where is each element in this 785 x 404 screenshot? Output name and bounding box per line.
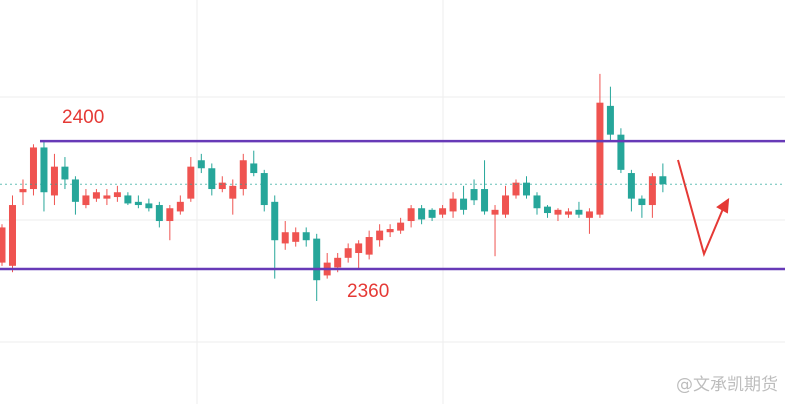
candle-body (92, 192, 100, 199)
candle-body (502, 195, 510, 215)
candle-body (407, 208, 415, 222)
candle-body (0, 227, 6, 263)
candle-body (355, 243, 363, 254)
candle-body (155, 205, 163, 222)
candle-body (50, 166, 58, 196)
candle-body (292, 232, 300, 242)
candle-body (564, 211, 572, 215)
candle-body (575, 209, 583, 215)
candle-body (134, 201, 142, 206)
level-label: 2360 (347, 281, 389, 302)
candle-body (585, 211, 593, 218)
candle-body (82, 195, 90, 206)
candle-body (176, 201, 184, 212)
candle-body (344, 248, 352, 258)
candle-body (460, 198, 468, 210)
candle-body (124, 195, 132, 204)
candle-body (113, 192, 121, 198)
candle-body (239, 160, 247, 190)
candle-body (449, 198, 457, 212)
candle-body (61, 166, 69, 180)
candle-body (313, 238, 321, 281)
candle-body (627, 173, 635, 199)
candle-body (281, 232, 289, 244)
candle-body (512, 182, 520, 196)
candle-body (397, 222, 405, 231)
candle-body (145, 203, 153, 209)
candle-body (617, 134, 625, 170)
candle-body (554, 209, 562, 215)
candle-body (596, 102, 604, 215)
candle-body (250, 163, 258, 174)
candle-body (103, 195, 111, 199)
candle-body (271, 201, 279, 241)
candle-body (365, 237, 373, 255)
candle-body (208, 168, 216, 190)
candle-body (648, 176, 656, 206)
watermark: @文承凯期货 (676, 375, 778, 395)
level-label: 2400 (62, 107, 104, 128)
candle-body (8, 205, 16, 266)
candle-body (638, 198, 646, 206)
candle-body (29, 147, 37, 190)
candle-body (523, 182, 530, 196)
candle-body (166, 208, 174, 222)
candle-body (418, 208, 426, 220)
candle-body (302, 232, 310, 241)
candle-body (334, 257, 342, 268)
candle-body (187, 166, 195, 199)
candle-body (481, 189, 489, 212)
candle-body (71, 179, 79, 202)
arrow-path (677, 159, 726, 258)
candle-body (229, 185, 237, 199)
candle-body (543, 206, 551, 214)
candle-body (491, 209, 499, 215)
arrow-head (716, 197, 730, 214)
candles (0, 73, 667, 302)
candle-body (197, 160, 205, 169)
candle-body (606, 105, 614, 135)
trend-arrow (677, 159, 730, 258)
candle-body (19, 189, 27, 193)
candle-body (218, 182, 226, 190)
candle-body (470, 189, 478, 201)
candle-body (40, 147, 48, 193)
candle-body (386, 229, 394, 233)
candle-body (659, 176, 667, 185)
candle-body (439, 208, 447, 215)
candle-body (260, 173, 268, 206)
candle-body (376, 230, 384, 241)
candle-body (428, 209, 436, 218)
candle-body (533, 195, 541, 209)
